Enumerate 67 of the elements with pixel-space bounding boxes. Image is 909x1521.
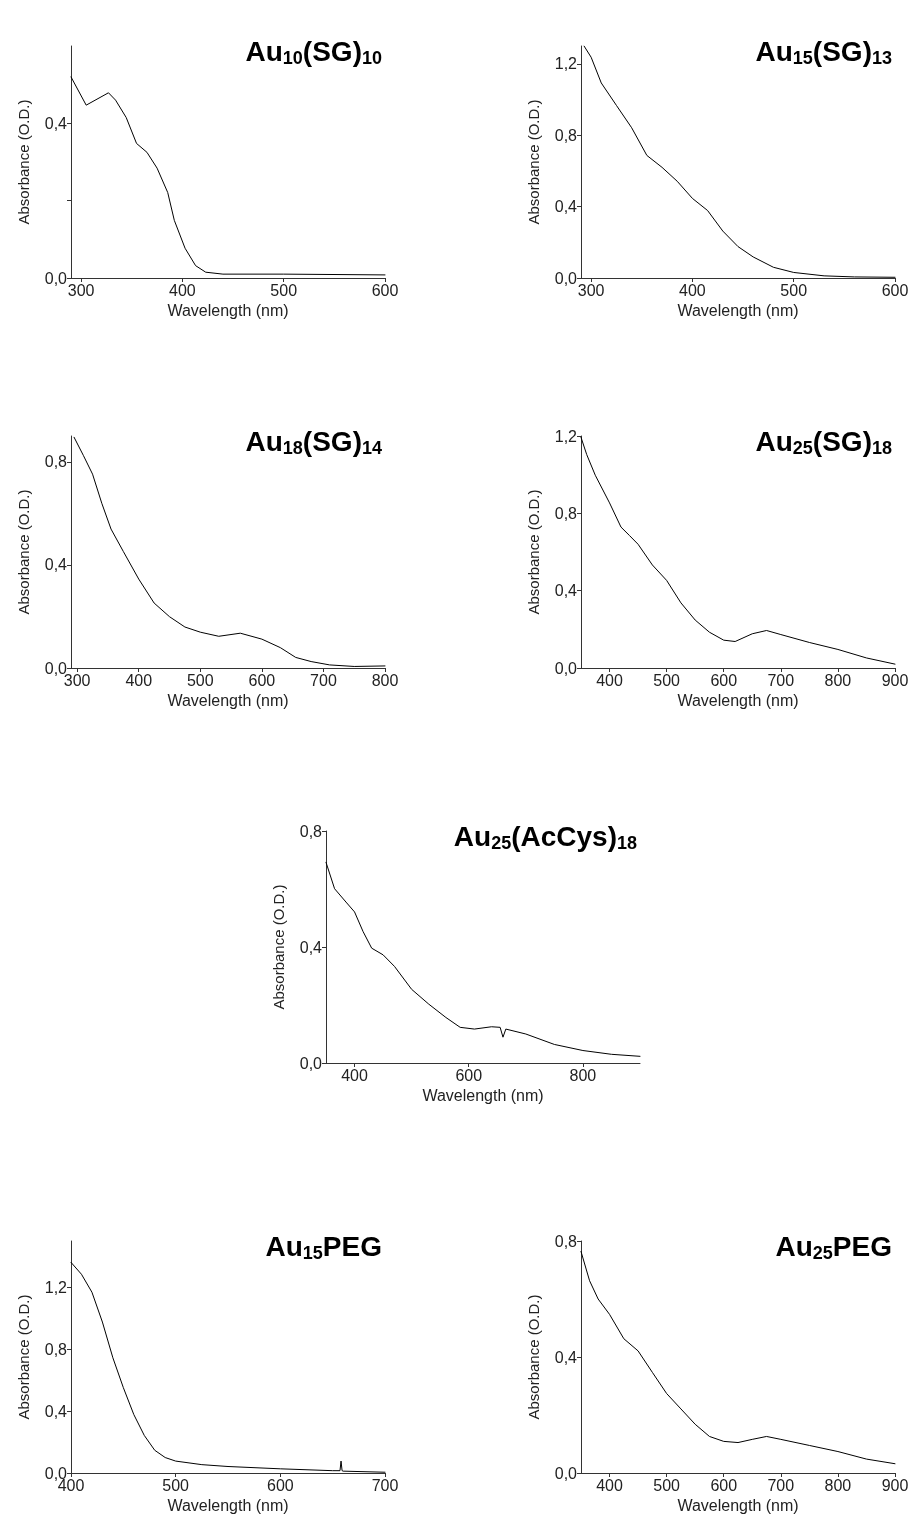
y-tick-label: 0,0	[554, 1464, 578, 1482]
x-tick-label: 800	[371, 671, 399, 689]
y-tick-label: 1,2	[554, 55, 578, 73]
y-tick-label: 0,8	[44, 453, 68, 471]
x-tick-label: 500	[162, 1476, 190, 1494]
x-tick-label: 300	[577, 281, 605, 299]
x-tick-label: 600	[371, 281, 399, 299]
x-tick-label: 800	[824, 1476, 852, 1494]
y-axis-title: Absorbance (O.D.)	[15, 1294, 32, 1420]
x-tick-label: 800	[824, 671, 852, 689]
x-tick-label: 700	[310, 671, 337, 689]
x-tick-label: 500	[653, 1476, 681, 1494]
x-axis-title: Wavelength (nm)	[677, 1497, 799, 1515]
x-tick-label: 400	[596, 1476, 623, 1494]
x-tick-label: 400	[125, 671, 153, 689]
y-tick-label: 1,2	[554, 427, 578, 445]
x-tick-label: 500	[270, 281, 298, 299]
y-axis-title: Absorbance (O.D.)	[270, 884, 287, 1010]
x-tick-label: 800	[569, 1066, 597, 1084]
y-tick-label: 0,4	[554, 198, 578, 216]
x-tick-label: 500	[780, 281, 808, 299]
y-tick-label: 1,2	[44, 1278, 68, 1296]
x-tick-label: 500	[186, 671, 214, 689]
y-axis-title: Absorbance (O.D.)	[525, 489, 542, 615]
y-axis-title: Absorbance (O.D.)	[15, 99, 32, 225]
x-tick-label: 600	[455, 1066, 483, 1084]
x-axis-title: Wavelength (nm)	[677, 692, 799, 710]
y-tick-label: 0,0	[299, 1054, 323, 1072]
x-tick-label: 900	[881, 671, 909, 689]
x-axis-title: Wavelength (nm)	[422, 1087, 544, 1105]
y-tick-label: 0,0	[44, 269, 68, 287]
x-tick-label: 600	[881, 281, 909, 299]
y-axis-title: Absorbance (O.D.)	[525, 1294, 542, 1420]
y-tick-label: 0,4	[44, 114, 68, 132]
y-tick-label: 0,0	[554, 659, 578, 677]
y-tick-label: 0,8	[554, 504, 578, 522]
line-series	[325, 861, 641, 1057]
y-tick-label: 0,4	[44, 556, 68, 574]
x-tick-label: 600	[248, 671, 276, 689]
x-tick-label: 700	[767, 671, 795, 689]
x-axis-title: Wavelength (nm)	[677, 302, 799, 320]
x-tick-label: 400	[596, 671, 623, 689]
x-tick-label: 700	[371, 1476, 399, 1494]
y-tick-label: 0,8	[299, 822, 323, 840]
y-tick-label: 0,4	[44, 1402, 68, 1420]
y-tick-label: 0,4	[554, 582, 578, 600]
y-tick-label: 0,8	[554, 1232, 578, 1250]
x-tick-label: 300	[67, 281, 95, 299]
x-axis-title: Wavelength (nm)	[167, 302, 289, 320]
x-tick-label: 400	[169, 281, 196, 299]
x-axis-title: Wavelength (nm)	[167, 692, 289, 710]
y-axis-title: Absorbance (O.D.)	[525, 99, 542, 225]
y-axis-title: Absorbance (O.D.)	[15, 489, 32, 615]
x-tick-label: 400	[341, 1066, 368, 1084]
y-tick-label: 0,8	[554, 126, 578, 144]
x-tick-label: 500	[653, 671, 681, 689]
y-tick-label: 0,4	[554, 1348, 578, 1366]
x-tick-label: 400	[679, 281, 706, 299]
x-axis-title: Wavelength (nm)	[167, 1497, 289, 1515]
y-tick-label: 0,8	[44, 1340, 68, 1358]
x-tick-label: 900	[881, 1476, 909, 1494]
x-tick-label: 600	[710, 671, 738, 689]
y-tick-label: 0,4	[299, 938, 323, 956]
x-tick-label: 700	[767, 1476, 795, 1494]
x-tick-label: 600	[266, 1476, 294, 1494]
y-tick-label: 0,0	[554, 269, 578, 287]
x-tick-label: 600	[710, 1476, 738, 1494]
